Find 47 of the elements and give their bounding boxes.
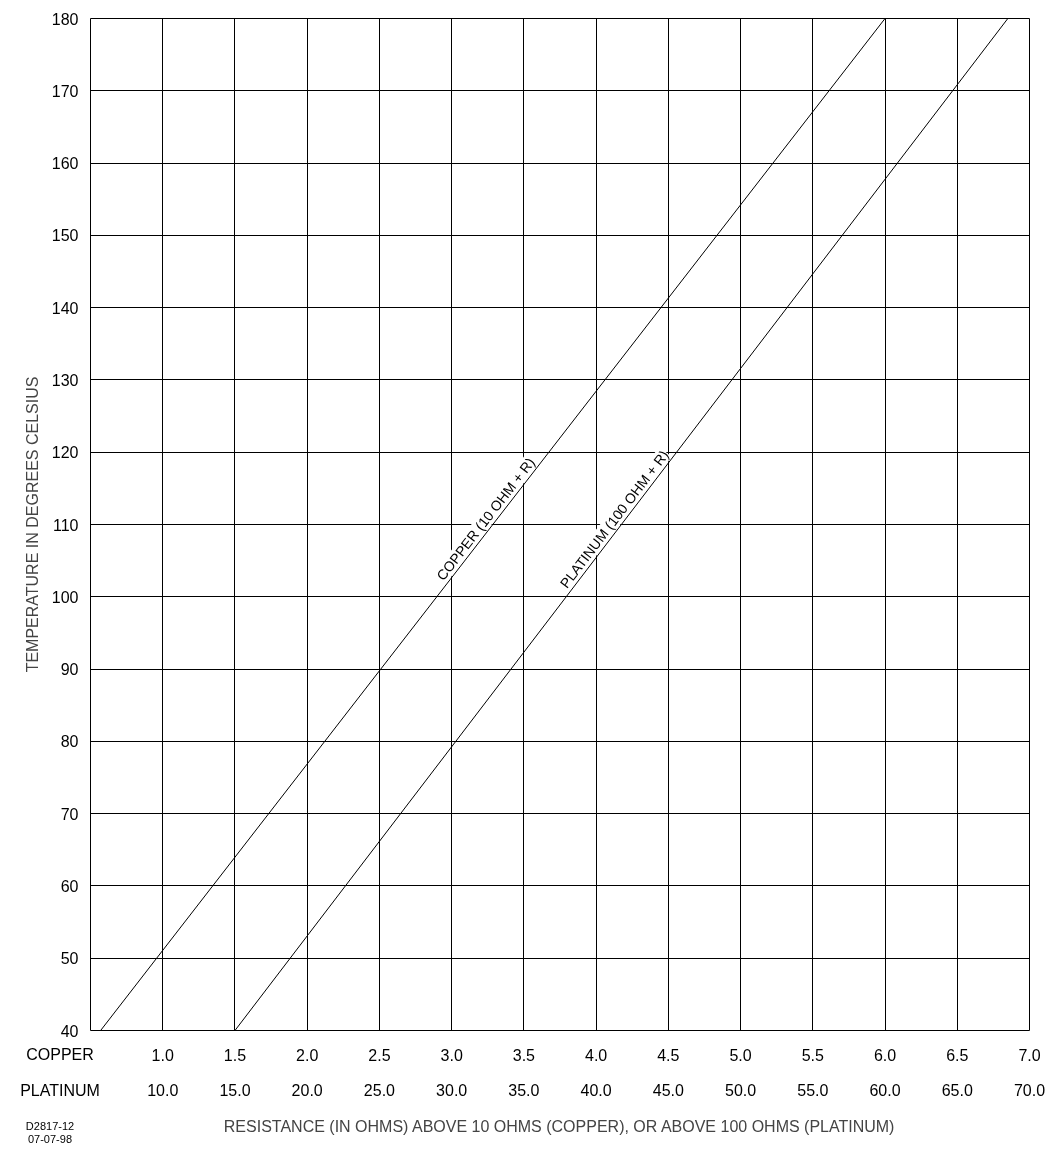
x2-tick-label: 40.0 (580, 1081, 612, 1099)
x-tick-label: 1.0 (151, 1046, 174, 1064)
x-tick-label: 2.5 (368, 1046, 391, 1064)
text: D2817-12 (24, 1120, 76, 1133)
y-tick-label: 140 (51, 299, 79, 317)
x-tick-label: 4.5 (657, 1046, 680, 1064)
y-tick-label: 110 (52, 516, 79, 534)
x2-tick-label: 25.0 (363, 1081, 396, 1099)
y-tick-label: 50 (60, 950, 79, 968)
y-tick-label: 70 (60, 805, 79, 823)
x2-tick-label: 55.0 (797, 1081, 829, 1099)
y-tick-label: 170 (51, 82, 79, 100)
text: 07-07-98 (26, 1133, 73, 1146)
y-tick-label: 80 (60, 733, 79, 751)
x2-tick-label: 70.0 (1013, 1081, 1046, 1099)
x-tick-label: 7.0 (1018, 1046, 1041, 1064)
y-axis-title: TEMPERATURE IN DEGREES CELSIUS (23, 376, 41, 673)
x-tick-label: 6.0 (873, 1046, 897, 1064)
x-tick-label: 5.0 (729, 1046, 752, 1064)
y-tick-label: 90 (60, 661, 79, 679)
x-tick-label: 4.0 (584, 1046, 608, 1064)
x2-tick-label: 30.0 (436, 1081, 468, 1099)
x2-tick-label: 10.0 (147, 1081, 179, 1099)
x2-tick-label: 15.0 (219, 1081, 251, 1099)
x-axis-title: RESISTANCE (IN OHMS) ABOVE 10 OHMS (COPPER), OR ABOVE 100 OHMS (PLATINUM) (223, 1117, 895, 1135)
x2-tick-label: 45.0 (652, 1081, 685, 1099)
y-tick-label: 100 (51, 588, 79, 606)
text: COPPER (25, 1046, 95, 1064)
x2-tick-label: 60.0 (869, 1081, 901, 1099)
text: PLATINUM (19, 1082, 101, 1100)
x2-tick-label: 50.0 (725, 1081, 757, 1099)
x-tick-label: 1.5 (223, 1046, 247, 1064)
x2-tick-label: 65.0 (941, 1081, 973, 1099)
x2-tick-label: 35.0 (508, 1081, 540, 1099)
y-tick-label: 150 (51, 227, 79, 245)
y-tick-label: 130 (51, 371, 79, 389)
x-tick-label: 5.5 (801, 1046, 825, 1064)
y-tick-label: 180 (51, 10, 79, 28)
x-tick-label: 6.5 (946, 1046, 969, 1064)
x-tick-label: 3.0 (440, 1046, 463, 1064)
y-tick-label: 60 (60, 877, 79, 895)
x2-tick-label: 20.0 (291, 1081, 323, 1099)
x-tick-label: 2.0 (296, 1046, 319, 1064)
y-tick-label: 40 (60, 1022, 79, 1040)
y-tick-label: 120 (51, 444, 79, 462)
y-tick-label: 160 (51, 155, 79, 173)
x-tick-label: 3.5 (512, 1046, 536, 1064)
